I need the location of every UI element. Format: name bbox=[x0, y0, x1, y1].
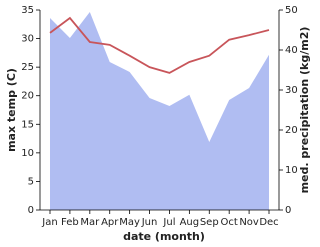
x-tick-label: Dec bbox=[259, 217, 278, 228]
x-tick-label: Apr bbox=[101, 217, 119, 228]
x-tick-label: Sep bbox=[200, 217, 219, 228]
x-tick-label: Nov bbox=[239, 217, 259, 228]
precipitation-area bbox=[50, 12, 269, 210]
y2-tick-label: 30 bbox=[285, 85, 298, 96]
y-tick-label: 20 bbox=[21, 91, 34, 102]
x-tick-label: Jan bbox=[41, 217, 57, 228]
x-tick-label: Aug bbox=[180, 217, 200, 228]
y-axis-label: max temp (C) bbox=[5, 68, 18, 152]
y-tick-label: 0 bbox=[28, 205, 34, 216]
y-tick-label: 5 bbox=[28, 176, 34, 187]
x-tick-label: Oct bbox=[221, 217, 238, 228]
temperature-line bbox=[49, 16, 270, 74]
y2-tick-label: 40 bbox=[285, 45, 298, 56]
y-tick-label: 15 bbox=[21, 119, 34, 130]
y2-tick-label: 10 bbox=[285, 165, 298, 176]
x-axis-label: date (month) bbox=[123, 230, 205, 243]
y-tick-label: 25 bbox=[21, 62, 34, 73]
y-tick-label: 35 bbox=[21, 5, 34, 16]
x-tick-label: Jul bbox=[162, 217, 175, 228]
x-tick-label: May bbox=[119, 217, 140, 228]
x-tick-label: Jun bbox=[141, 217, 158, 228]
x-tick-label: Mar bbox=[80, 217, 100, 228]
y-tick-label: 10 bbox=[21, 148, 34, 159]
y2-axis-label: med. precipitation (kg/m2) bbox=[298, 27, 311, 194]
y2-tick-label: 50 bbox=[285, 5, 298, 16]
y2-tick-label: 20 bbox=[285, 125, 298, 136]
x-tick-label: Feb bbox=[61, 217, 79, 228]
y-tick-label: 30 bbox=[21, 34, 34, 45]
y2-tick-label: 0 bbox=[285, 205, 291, 216]
